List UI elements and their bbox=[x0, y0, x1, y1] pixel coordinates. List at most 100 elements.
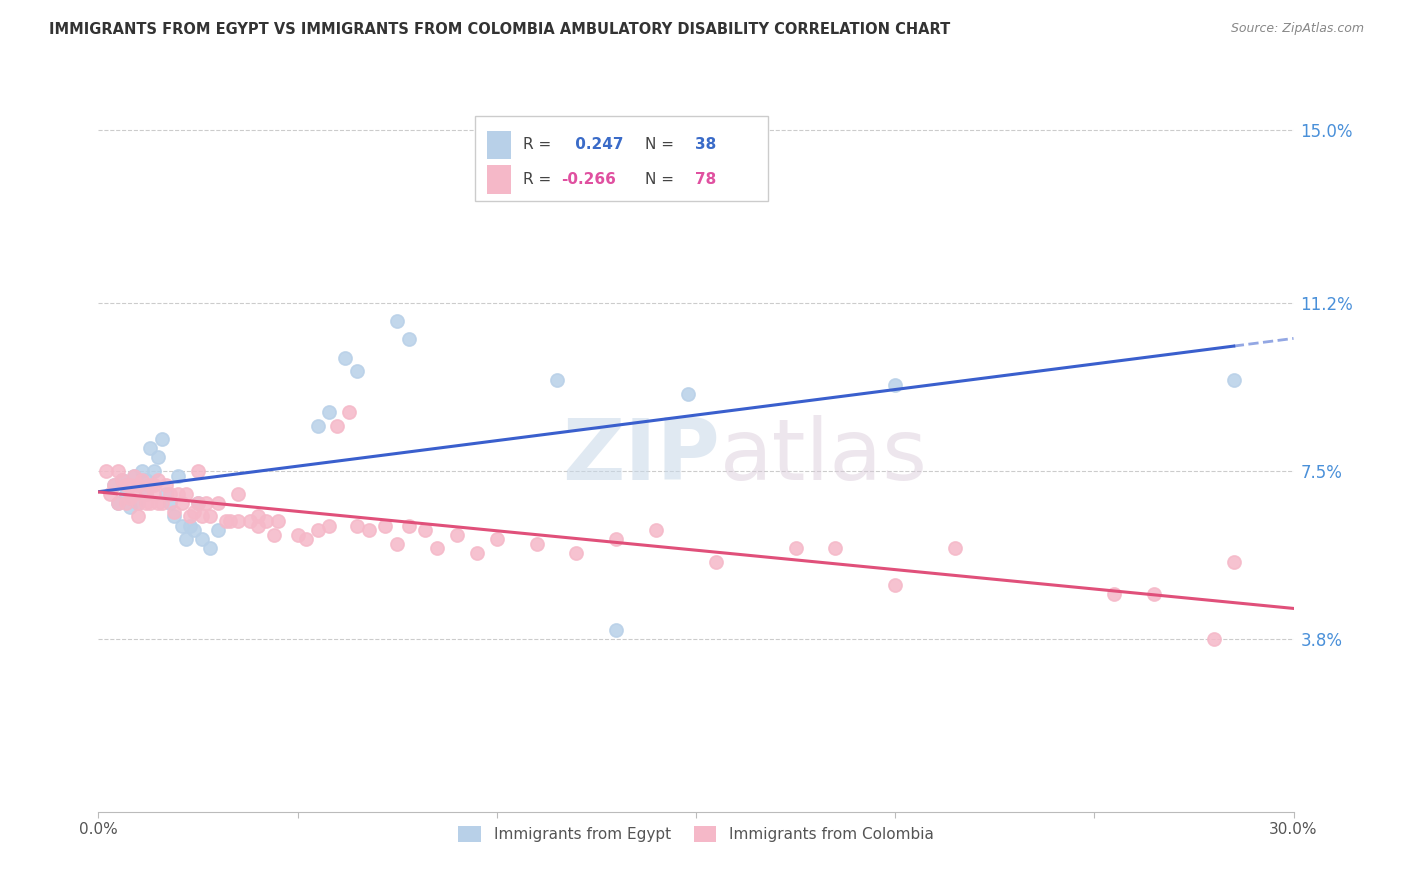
Point bbox=[183, 505, 205, 519]
Point bbox=[107, 496, 129, 510]
Point bbox=[127, 477, 149, 491]
Point bbox=[339, 405, 361, 419]
Point bbox=[155, 477, 177, 491]
Point bbox=[150, 496, 173, 510]
Point bbox=[143, 464, 166, 478]
Text: IMMIGRANTS FROM EGYPT VS IMMIGRANTS FROM COLOMBIA AMBULATORY DISABILITY CORRELAT: IMMIGRANTS FROM EGYPT VS IMMIGRANTS FROM… bbox=[49, 22, 950, 37]
Point bbox=[1202, 632, 1225, 647]
Point bbox=[884, 377, 907, 392]
Point bbox=[645, 523, 668, 537]
Point bbox=[1223, 373, 1246, 387]
Point bbox=[103, 477, 125, 491]
Point bbox=[307, 418, 329, 433]
Point bbox=[307, 523, 329, 537]
Point bbox=[246, 518, 269, 533]
Point bbox=[191, 509, 214, 524]
Bar bbox=[486, 165, 510, 194]
Text: R =: R = bbox=[523, 137, 555, 153]
Point bbox=[115, 477, 138, 491]
Point bbox=[263, 527, 285, 541]
Point bbox=[172, 496, 194, 510]
Point bbox=[172, 518, 194, 533]
Point bbox=[98, 487, 122, 501]
Point bbox=[219, 514, 242, 528]
Point bbox=[127, 496, 149, 510]
Point bbox=[359, 523, 381, 537]
Point bbox=[198, 509, 221, 524]
Point bbox=[187, 496, 209, 510]
Point bbox=[326, 418, 349, 433]
Point bbox=[124, 468, 146, 483]
Point bbox=[294, 532, 316, 546]
Point bbox=[267, 514, 290, 528]
Text: -0.266: -0.266 bbox=[561, 172, 616, 187]
FancyBboxPatch shape bbox=[475, 116, 768, 201]
Point bbox=[318, 405, 340, 419]
Point bbox=[139, 442, 162, 456]
Text: 38: 38 bbox=[695, 137, 716, 153]
Point bbox=[120, 477, 142, 491]
Point bbox=[131, 464, 153, 478]
Point bbox=[143, 477, 166, 491]
Point bbox=[96, 464, 118, 478]
Point bbox=[398, 518, 420, 533]
Point bbox=[183, 523, 205, 537]
Point bbox=[1104, 587, 1126, 601]
Point bbox=[287, 527, 309, 541]
Point bbox=[676, 387, 699, 401]
Point bbox=[127, 477, 149, 491]
Point bbox=[195, 496, 218, 510]
Text: ZIP: ZIP bbox=[562, 415, 720, 498]
Point bbox=[163, 505, 186, 519]
Point bbox=[107, 464, 129, 478]
Point bbox=[446, 527, 468, 541]
Point bbox=[135, 487, 157, 501]
Point bbox=[546, 373, 568, 387]
Point bbox=[148, 450, 170, 465]
Point bbox=[346, 364, 368, 378]
Point bbox=[526, 537, 548, 551]
Point bbox=[318, 518, 340, 533]
Point bbox=[111, 473, 134, 487]
Point bbox=[155, 487, 177, 501]
Point bbox=[167, 487, 190, 501]
Point bbox=[226, 487, 249, 501]
Point bbox=[163, 509, 186, 524]
Point bbox=[385, 314, 409, 328]
Legend: Immigrants from Egypt, Immigrants from Colombia: Immigrants from Egypt, Immigrants from C… bbox=[453, 821, 939, 848]
Text: 78: 78 bbox=[695, 172, 716, 187]
Point bbox=[605, 623, 627, 637]
Point bbox=[226, 514, 249, 528]
Point bbox=[346, 518, 368, 533]
Point bbox=[174, 532, 197, 546]
Point bbox=[385, 537, 409, 551]
Point bbox=[159, 496, 181, 510]
Point bbox=[565, 546, 588, 560]
Point bbox=[131, 473, 153, 487]
Point bbox=[207, 523, 229, 537]
Text: R =: R = bbox=[523, 172, 555, 187]
Point bbox=[198, 541, 221, 556]
Point bbox=[167, 468, 190, 483]
Point bbox=[127, 496, 149, 510]
Point bbox=[148, 496, 170, 510]
Point bbox=[148, 473, 170, 487]
Point bbox=[115, 496, 138, 510]
Point bbox=[187, 496, 209, 510]
Point bbox=[207, 496, 229, 510]
Point bbox=[1143, 587, 1166, 601]
Point bbox=[943, 541, 966, 556]
Point bbox=[143, 487, 166, 501]
Point bbox=[107, 496, 129, 510]
Point bbox=[413, 523, 436, 537]
Point bbox=[1223, 555, 1246, 569]
Point bbox=[704, 555, 727, 569]
Bar bbox=[486, 130, 510, 159]
Text: 0.247: 0.247 bbox=[571, 137, 624, 153]
Text: N =: N = bbox=[644, 172, 679, 187]
Point bbox=[150, 432, 173, 446]
Point bbox=[159, 487, 181, 501]
Point bbox=[785, 541, 807, 556]
Point bbox=[174, 487, 197, 501]
Point bbox=[127, 509, 149, 524]
